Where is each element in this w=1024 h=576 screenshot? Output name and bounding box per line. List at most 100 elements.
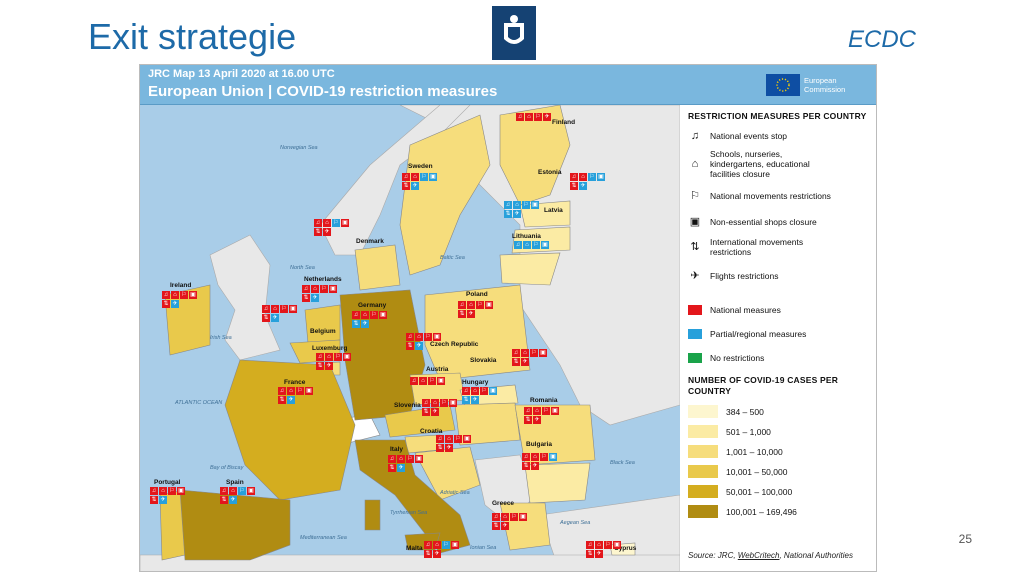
measures-badge-ireland: ♫ ⌂ ⚐ ▣ ⇅ ✈ (162, 291, 197, 308)
international-icon: ⇅ (424, 550, 432, 558)
school-icon: ⌂ (467, 301, 475, 309)
international-icon: ⇅ (314, 228, 322, 236)
shop-icon: ▣ (343, 353, 351, 361)
scale-row-5: 50,001 – 100,000 (688, 485, 792, 498)
shop-icon: ▣ (429, 173, 437, 181)
credit-prefix: Source: JRC, (688, 551, 738, 560)
measures-badge-poland: ♫ ⌂ ⚐ ▣ ⇅ ✈ (458, 301, 493, 318)
events-icon: ♫ (150, 487, 158, 495)
plane-icon: ✈ (579, 182, 587, 190)
international-icon: ⇅ (458, 310, 466, 318)
legend-label-flights: Flights restrictions (710, 271, 779, 281)
legend-label-events: National events stop (710, 131, 788, 141)
shop-icon: ▣ (289, 305, 297, 313)
legend-row-flights: ✈ Flights restrictions (688, 269, 779, 283)
measures-badge-slovakia: ♫ ⌂ ⚐ ▣ ⇅ ✈ (512, 349, 547, 366)
country-label-romania: Romania (530, 397, 558, 404)
latvia (511, 226, 571, 254)
school-icon: ⌂ (691, 158, 699, 170)
sea-label-atlantic: ATLANTIC OCEAN (175, 400, 223, 406)
walking-icon: ⚐ (522, 201, 530, 209)
shop-icon: ▣ (451, 541, 459, 549)
page-number: 25 (958, 532, 972, 546)
sweden (399, 114, 491, 276)
shop-icon: ▣ (341, 219, 349, 227)
measures-badge-italy: ♫ ⌂ ⚐ ▣ ⇅ ✈ (388, 455, 423, 472)
uk (209, 234, 281, 361)
legend-label-shops: Non-essential shops closure (710, 217, 817, 227)
plane-icon: ✈ (467, 310, 475, 318)
legend-label-national: National measures (710, 305, 781, 315)
measures-badge-cyprus: ♫ ⌂ ⚐ ▣ ⇅ ✈ (586, 541, 621, 558)
walking-icon: ⚐ (238, 487, 246, 495)
plane-icon: ✈ (323, 228, 331, 236)
plane-icon: ✈ (159, 496, 167, 504)
denmark (354, 244, 401, 291)
school-icon: ⌂ (579, 173, 587, 181)
shop-icon: ▣ (531, 201, 539, 209)
plane-icon: ✈ (501, 522, 509, 530)
international-icon: ⇅ (220, 496, 228, 504)
events-icon: ♫ (388, 455, 396, 463)
events-icon: ♫ (278, 387, 286, 395)
shop-icon: ▣ (437, 377, 445, 385)
measures-badge-croatia: ♫ ⌂ ⚐ ▣ ⇅ ✈ (436, 435, 471, 452)
measures-badge-bulgaria: ♫ ⌂ ⚐ ▣ ⇅ ✈ (522, 453, 557, 470)
plane-icon: ✈ (595, 550, 603, 558)
international-icon: ⇅ (406, 342, 414, 350)
events-icon: ♫ (406, 333, 414, 341)
shop-icon: ▣ (597, 173, 605, 181)
plane-icon: ✈ (513, 210, 521, 218)
school-icon: ⌂ (523, 241, 531, 249)
webcritech-link[interactable]: WebCritech (737, 551, 780, 560)
scale-row-2: 501 – 1,000 (688, 425, 771, 438)
events-icon: ♫ (410, 377, 418, 385)
measures-badge-finland: ♫ ⌂ ⚐ ✈ (516, 113, 551, 121)
measures-badge-portugal: ♫ ⌂ ⚐ ▣ ⇅ ✈ (150, 487, 185, 504)
scale-swatch-5 (688, 485, 718, 498)
international-icon: ⇅ (504, 210, 512, 218)
events-icon: ♫ (262, 305, 270, 313)
school-icon: ⌂ (471, 387, 479, 395)
shop-icon: ▣ (449, 399, 457, 407)
measures-badge-czech-republic: ♫ ⌂ ⚐ ▣ ⇅ ✈ (406, 333, 441, 350)
country-label-greece: Greece (492, 500, 515, 507)
events-icon: ♫ (302, 285, 310, 293)
country-label-bulgaria: Bulgaria (526, 441, 553, 448)
events-icon: ♫ (524, 407, 532, 415)
school-icon: ⌂ (521, 349, 529, 357)
events-icon: ♫ (690, 130, 700, 142)
school-icon: ⌂ (159, 487, 167, 495)
school-icon: ⌂ (513, 201, 521, 209)
plane-icon: ✈ (415, 342, 423, 350)
international-icon: ⇅ (422, 408, 430, 416)
events-icon: ♫ (316, 353, 324, 361)
walking-icon: ⚐ (332, 219, 340, 227)
plane-icon: ✈ (271, 314, 279, 322)
school-icon: ⌂ (323, 219, 331, 227)
walking-icon: ⚐ (296, 387, 304, 395)
measures-badge-greece: ♫ ⌂ ⚐ ▣ ⇅ ✈ (492, 513, 527, 530)
plane-icon: ✈ (431, 408, 439, 416)
school-icon: ⌂ (501, 513, 509, 521)
legend-row-international: ⇅ International movements restrictions (688, 237, 838, 257)
country-label-finland: Finland (552, 119, 576, 126)
international-icon: ⇅ (462, 396, 470, 404)
map-credit: Source: JRC, WebCritech, National Author… (688, 551, 853, 560)
events-icon: ♫ (514, 241, 522, 249)
scale-row-6: 100,001 – 169,496 (688, 505, 797, 518)
credit-suffix: , National Authorities (779, 551, 853, 560)
international-icon: ⇅ (512, 358, 520, 366)
sea-label-biscay: Bay of Biscay (210, 465, 244, 471)
legend-row-shops: ▣ Non-essential shops closure (688, 215, 817, 229)
germany (339, 289, 426, 421)
school-icon: ⌂ (287, 387, 295, 395)
school-icon: ⌂ (271, 305, 279, 313)
country-label-czech-republic: Czech Republic (430, 341, 479, 348)
map-caption: JRC Map 13 April 2020 at 16.00 UTC (148, 68, 335, 80)
country-label-netherlands: Netherlands (304, 276, 342, 283)
events-icon: ♫ (462, 387, 470, 395)
international-icon: ⇅ (690, 241, 700, 253)
international-icon: ⇅ (278, 396, 286, 404)
school-icon: ⌂ (431, 399, 439, 407)
